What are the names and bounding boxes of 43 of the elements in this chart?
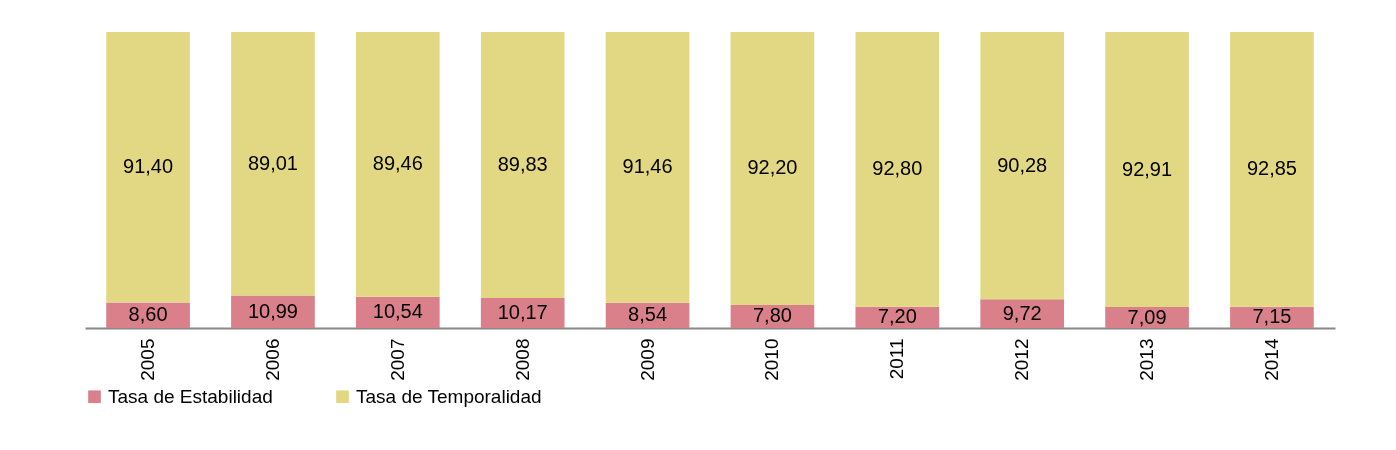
data-label: 92,20 [747,156,798,179]
data-label: 91,40 [123,155,174,178]
data-label: 7,80 [752,304,792,327]
x-tick-label: 2006 [261,338,283,381]
bar [855,32,940,307]
data-label: 7,20 [877,305,917,328]
legend-label: Tasa de Estabilidad [108,385,273,407]
data-label: 89,01 [247,151,298,174]
x-tick-label: 2012 [1011,338,1033,381]
data-label: 89,83 [497,152,548,175]
data-label: 90,28 [997,153,1048,176]
bar [980,32,1065,300]
data-label: 7,15 [1252,305,1292,328]
x-tick-label: 2005 [137,338,159,381]
bar [730,32,815,305]
bar [480,32,565,298]
data-label: 9,72 [1002,301,1042,324]
bar [355,32,440,297]
bar [980,299,1065,328]
x-tick-label: 2013 [1136,338,1158,381]
data-label: 7,09 [1127,305,1167,328]
bar [1105,32,1189,308]
data-label: 8,60 [128,303,168,326]
data-label: 92,91 [1122,157,1173,180]
x-tick-label: 2009 [636,338,658,381]
x-tick-label: 2014 [1260,338,1282,381]
legend-label: Tasa de Temporalidad [356,385,542,407]
data-label: 10,99 [247,299,298,322]
x-tick-label: 2011 [886,338,908,380]
data-label: 91,46 [622,155,673,178]
x-tick-label: 2008 [511,338,533,381]
data-label: 8,54 [628,303,668,326]
data-label: 92,85 [1246,157,1297,180]
data-label: 92,80 [872,157,923,180]
data-label: 10,17 [497,300,548,323]
bar [231,32,315,296]
bar [605,32,690,303]
x-tick-label: 2010 [761,338,783,381]
bar [106,32,190,303]
data-label: 10,54 [372,300,423,323]
data-label: 89,46 [372,152,423,175]
x-tick-label: 2007 [386,338,408,381]
bar [1230,32,1314,307]
